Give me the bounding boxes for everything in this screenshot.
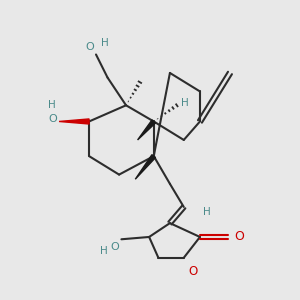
Polygon shape <box>138 120 155 140</box>
Polygon shape <box>135 155 156 179</box>
Text: H: H <box>203 207 211 217</box>
Text: O: O <box>85 42 94 52</box>
Text: O: O <box>188 265 198 278</box>
Text: O: O <box>48 114 57 124</box>
Text: H: H <box>48 100 56 110</box>
Text: H: H <box>100 38 108 47</box>
Text: H: H <box>100 246 108 256</box>
Polygon shape <box>59 119 89 124</box>
Text: O: O <box>110 242 119 252</box>
Text: H: H <box>182 98 189 108</box>
Text: O: O <box>235 230 244 244</box>
